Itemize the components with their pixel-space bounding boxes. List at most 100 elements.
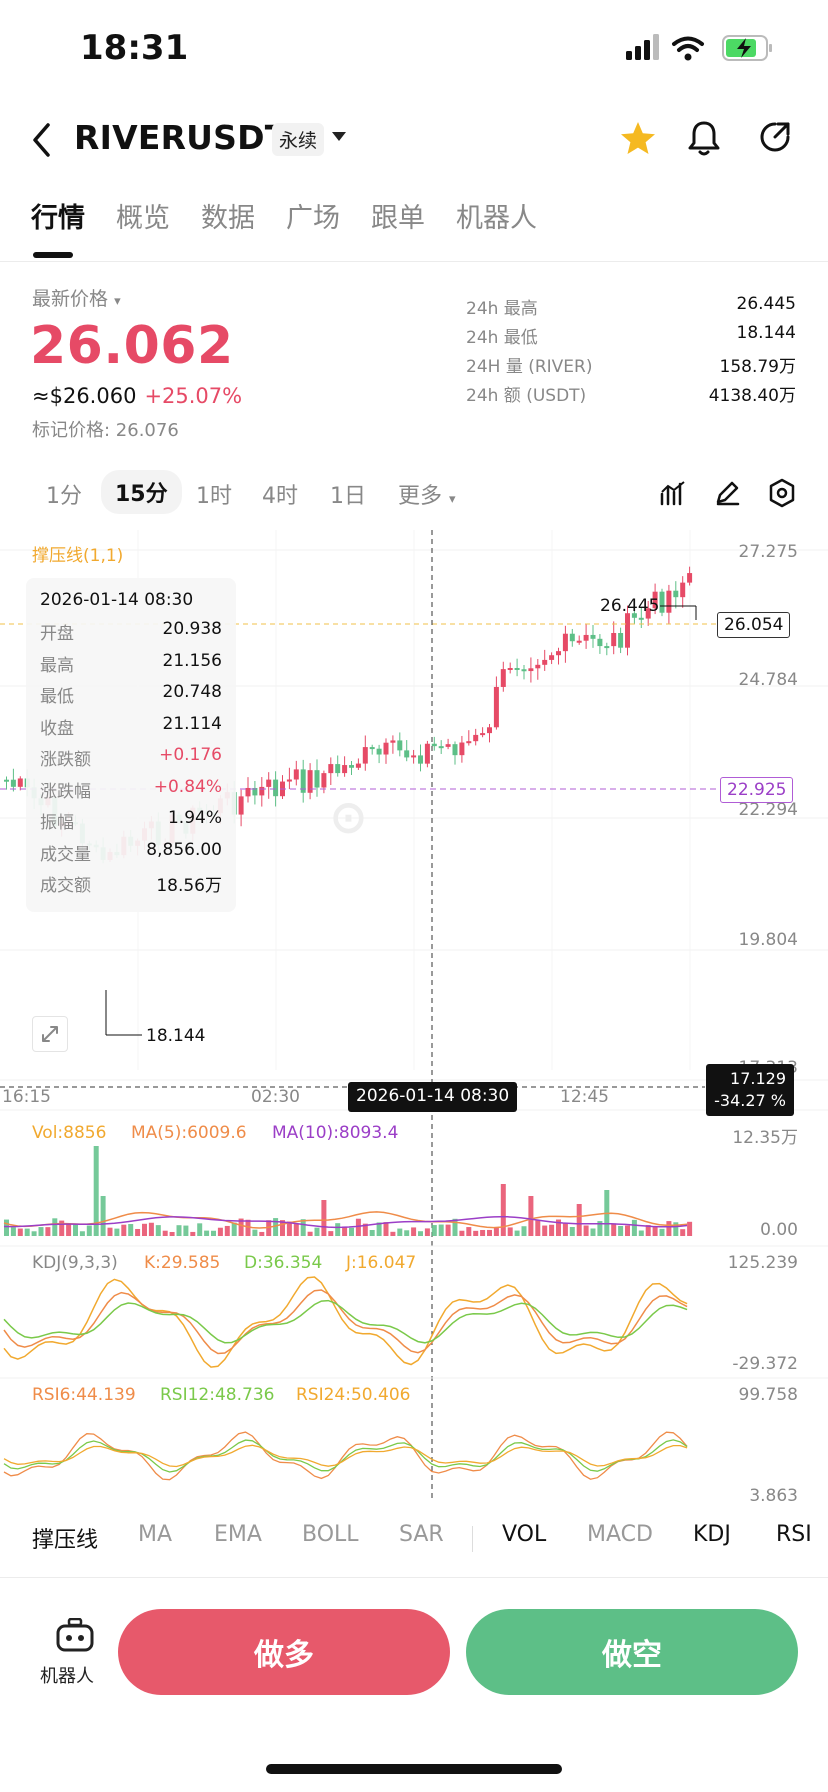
volume-bar: [342, 1226, 348, 1236]
tab-data[interactable]: 数据: [201, 203, 255, 234]
candle: [638, 617, 644, 620]
volume-bar: [569, 1226, 575, 1236]
resistance-price-tag[interactable]: 22.925: [720, 777, 794, 803]
candle: [286, 779, 292, 782]
x-label-2: 02:30: [251, 1087, 300, 1107]
rsi-min: 3.863: [749, 1486, 798, 1506]
long-button[interactable]: 做多: [118, 1609, 450, 1695]
candle: [521, 669, 527, 672]
volume-bar: [328, 1231, 334, 1236]
candle: [673, 590, 679, 598]
tab-bot[interactable]: 机器人: [456, 203, 537, 234]
volume-bar: [666, 1221, 672, 1236]
latest-price-label[interactable]: 最新价格 ▾: [32, 288, 121, 310]
indicator-bar: 撑压线 MA EMA BOLL SAR VOL MACD KDJ RSI: [0, 1518, 828, 1562]
indicator-sar[interactable]: SAR: [399, 1522, 444, 1547]
candle: [438, 746, 444, 749]
candle: [583, 634, 589, 641]
tooltip-row: 最低 20.748: [40, 682, 222, 707]
volume-bar: [349, 1227, 354, 1236]
fullscreen-button[interactable]: [32, 1016, 68, 1052]
min-price-label: 18.144: [146, 1026, 206, 1046]
indicator-line: [3, 1276, 688, 1368]
volume-bar: [24, 1228, 30, 1236]
volume-bar: [362, 1223, 368, 1236]
bell-icon[interactable]: [688, 119, 720, 157]
indicator-boll[interactable]: BOLL: [302, 1522, 359, 1547]
volume-bar: [638, 1230, 644, 1236]
back-icon[interactable]: [30, 122, 54, 158]
short-button[interactable]: 做空: [466, 1609, 798, 1695]
active-tab-indicator: [33, 252, 73, 258]
candle: [314, 770, 320, 788]
interval-1d[interactable]: 1日: [330, 484, 366, 509]
interval-15m[interactable]: 15分: [101, 470, 182, 514]
tab-overview[interactable]: 概览: [116, 203, 170, 234]
volume-bar: [631, 1219, 637, 1236]
symbol-title[interactable]: RIVERUSDT: [74, 118, 288, 157]
home-indicator: [266, 1764, 562, 1774]
candle: [418, 755, 423, 764]
indicator-line: [3, 1211, 688, 1229]
tab-market[interactable]: 行情: [31, 203, 85, 234]
indicator-kdj[interactable]: KDJ: [693, 1522, 731, 1547]
tooltip-row: 开盘 20.938: [40, 619, 222, 644]
robot-button[interactable]: 机器人: [32, 1617, 102, 1688]
candle: [335, 764, 341, 774]
volume-bar: [66, 1223, 72, 1236]
volume-bar: [17, 1228, 23, 1236]
candle: [576, 640, 582, 643]
volume-bar: [597, 1221, 603, 1236]
interval-1m[interactable]: 1分: [46, 484, 82, 509]
kdj-min: -29.372: [732, 1354, 798, 1374]
indicator-settings-icon[interactable]: [660, 480, 686, 506]
chart-settings-icon[interactable]: [768, 478, 796, 508]
indicator-support-resistance[interactable]: 撑压线: [32, 1528, 99, 1553]
candle: [252, 787, 258, 796]
volume-bar: [542, 1225, 548, 1236]
battery-icon: [722, 35, 772, 61]
crosshair-time-box: 2026-01-14 08:30: [348, 1082, 518, 1112]
max-price-label: 26.445: [600, 596, 660, 616]
volume-bar: [625, 1225, 630, 1236]
star-icon[interactable]: [620, 121, 656, 155]
volume-bar: [252, 1229, 258, 1236]
candle: [528, 668, 534, 672]
share-icon[interactable]: [758, 120, 792, 154]
volume-bar: [73, 1224, 78, 1236]
volume-bar: [680, 1229, 686, 1236]
divider: [0, 261, 828, 262]
volume-bar: [162, 1230, 168, 1236]
indicator-rsi[interactable]: RSI: [776, 1522, 812, 1547]
volume-bar: [390, 1231, 396, 1236]
indicator-ema[interactable]: EMA: [214, 1522, 262, 1547]
volume-bar: [514, 1230, 520, 1236]
chevron-down-icon[interactable]: [332, 132, 346, 142]
contract-type-badge[interactable]: 永续: [272, 123, 325, 156]
indicator-title: 撑压线(1,1): [32, 546, 124, 566]
interval-more[interactable]: 更多 ▾: [398, 484, 456, 509]
volume-bar: [687, 1221, 693, 1236]
indicator-macd[interactable]: MACD: [587, 1522, 653, 1547]
candle: [245, 787, 251, 797]
volume-bar: [645, 1225, 651, 1236]
candle: [266, 779, 272, 787]
volume-bar: [376, 1222, 382, 1236]
candle: [342, 765, 348, 774]
kline-chart[interactable]: ⊙ 撑压线(1,1) 27.275 24.784 22.294 19.804 1…: [0, 530, 828, 1510]
volume-bar: [369, 1229, 375, 1236]
volume-bar: [148, 1222, 154, 1236]
indicator-vol[interactable]: VOL: [502, 1522, 547, 1547]
interval-1h[interactable]: 1时: [196, 484, 232, 509]
volume-bar: [590, 1228, 596, 1236]
tab-square[interactable]: 广场: [286, 203, 340, 234]
volume-bar: [431, 1225, 437, 1236]
indicator-line: [3, 1289, 688, 1355]
status-time: 18:31: [80, 28, 189, 68]
interval-4h[interactable]: 4时: [262, 484, 298, 509]
tab-copy-trade[interactable]: 跟单: [371, 203, 425, 234]
volume-bar: [155, 1225, 161, 1236]
indicator-ma[interactable]: MA: [138, 1522, 173, 1547]
volume-bar: [659, 1228, 665, 1236]
draw-tool-icon[interactable]: [714, 480, 740, 506]
